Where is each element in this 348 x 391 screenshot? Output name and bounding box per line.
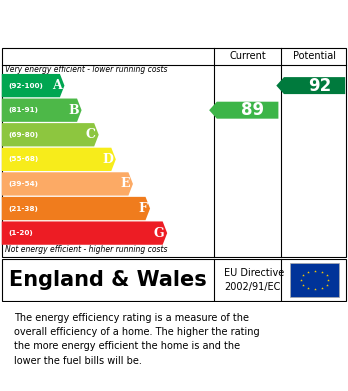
Text: Not energy efficient - higher running costs: Not energy efficient - higher running co… <box>5 245 168 254</box>
Text: (39-54): (39-54) <box>8 181 38 187</box>
Text: C: C <box>86 128 96 141</box>
Text: 89: 89 <box>241 101 264 119</box>
Polygon shape <box>2 172 133 196</box>
Text: (81-91): (81-91) <box>8 107 38 113</box>
Text: B: B <box>68 104 79 117</box>
Text: EU Directive: EU Directive <box>224 268 285 278</box>
Text: Potential: Potential <box>293 51 336 61</box>
Polygon shape <box>2 221 167 245</box>
Text: (1-20): (1-20) <box>8 230 33 236</box>
Text: A: A <box>52 79 62 92</box>
Text: Very energy efficient - lower running costs: Very energy efficient - lower running co… <box>5 65 168 74</box>
Text: 92: 92 <box>308 77 331 95</box>
Text: (69-80): (69-80) <box>8 132 38 138</box>
Text: G: G <box>154 227 164 240</box>
Text: E: E <box>121 178 130 190</box>
Polygon shape <box>2 197 150 220</box>
Text: The energy efficiency rating is a measure of the
overall efficiency of a home. T: The energy efficiency rating is a measur… <box>14 312 260 366</box>
Polygon shape <box>2 123 99 146</box>
Polygon shape <box>209 102 278 119</box>
Text: D: D <box>102 153 113 166</box>
Text: Energy Efficiency Rating: Energy Efficiency Rating <box>63 16 285 31</box>
Polygon shape <box>276 77 345 94</box>
Polygon shape <box>2 99 81 122</box>
Text: (92-100): (92-100) <box>8 83 43 89</box>
Bar <box>290 263 339 297</box>
Text: (55-68): (55-68) <box>8 156 38 162</box>
Text: England & Wales: England & Wales <box>9 270 206 290</box>
Text: Current: Current <box>229 51 266 61</box>
Text: F: F <box>139 202 147 215</box>
Polygon shape <box>2 74 64 97</box>
Text: 2002/91/EC: 2002/91/EC <box>224 282 281 292</box>
Text: (21-38): (21-38) <box>8 206 38 212</box>
Polygon shape <box>2 148 116 171</box>
